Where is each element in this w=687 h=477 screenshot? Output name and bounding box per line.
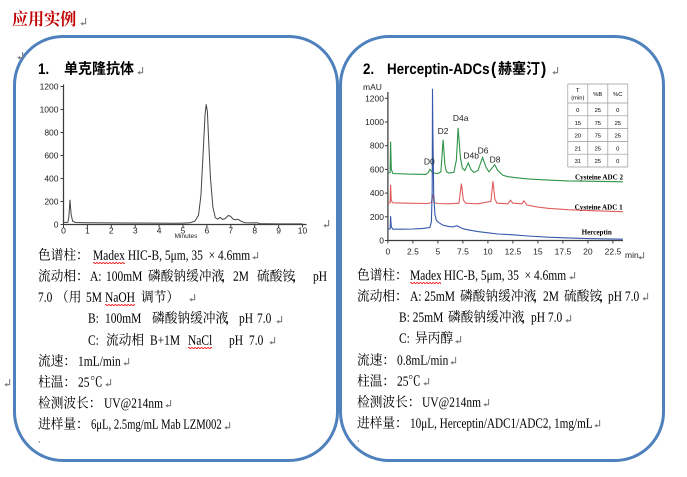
svg-text:800: 800 <box>44 128 58 138</box>
svg-text:10: 10 <box>483 247 493 257</box>
svg-text:15: 15 <box>533 247 543 257</box>
svg-text:(min): (min) <box>571 96 584 102</box>
svg-text:400: 400 <box>370 188 384 198</box>
svg-text:600: 600 <box>370 164 384 174</box>
svg-text:15: 15 <box>575 121 581 127</box>
svg-text:200: 200 <box>44 197 58 207</box>
svg-text:0: 0 <box>386 247 391 257</box>
svg-text:Cysteine ADC 2: Cysteine ADC 2 <box>575 174 624 182</box>
svg-text:min: min <box>625 250 639 260</box>
svg-text:%C: %C <box>613 92 622 98</box>
svg-text:21: 21 <box>575 146 581 152</box>
svg-text:D4a: D4a <box>453 113 469 123</box>
svg-text:2: 2 <box>109 226 114 236</box>
svg-text:Minutes: Minutes <box>175 233 199 240</box>
svg-text:5: 5 <box>436 247 441 257</box>
svg-text:0: 0 <box>616 108 619 114</box>
svg-text:6: 6 <box>205 226 210 236</box>
svg-text:17.5: 17.5 <box>555 247 572 257</box>
svg-text:1200: 1200 <box>365 93 384 103</box>
svg-text:0: 0 <box>379 236 384 246</box>
svg-text:T: T <box>576 88 580 94</box>
svg-text:4: 4 <box>157 226 162 236</box>
svg-text:20: 20 <box>575 134 581 140</box>
svg-text:3: 3 <box>133 226 138 236</box>
svg-text:10: 10 <box>298 226 308 236</box>
svg-text:D2: D2 <box>438 126 449 136</box>
svg-text:0: 0 <box>54 220 59 230</box>
svg-text:200: 200 <box>370 212 384 222</box>
svg-text:75: 75 <box>595 134 601 140</box>
svg-text:7: 7 <box>228 226 233 236</box>
svg-text:1: 1 <box>85 226 90 236</box>
svg-text:600: 600 <box>44 151 58 161</box>
svg-text:%B: %B <box>593 92 602 98</box>
svg-text:D6: D6 <box>478 145 489 155</box>
svg-text:12.5: 12.5 <box>505 247 522 257</box>
svg-text:1000: 1000 <box>365 117 384 127</box>
svg-text:1200: 1200 <box>40 82 59 92</box>
svg-text:25: 25 <box>595 146 601 152</box>
svg-text:400: 400 <box>44 174 58 184</box>
svg-text:25: 25 <box>615 134 621 140</box>
svg-text:0: 0 <box>576 108 579 114</box>
svg-text:Cysteine ADC 1: Cysteine ADC 1 <box>575 204 624 212</box>
svg-text:800: 800 <box>370 141 384 151</box>
svg-text:8: 8 <box>252 226 257 236</box>
svg-text:25: 25 <box>595 108 601 114</box>
svg-text:mAU: mAU <box>363 82 382 92</box>
svg-text:75: 75 <box>595 121 601 127</box>
svg-text:D8: D8 <box>490 154 501 164</box>
svg-text:Herceptin: Herceptin <box>582 229 612 237</box>
svg-text:2.5: 2.5 <box>407 247 419 257</box>
svg-text:25: 25 <box>615 121 621 127</box>
svg-text:7.5: 7.5 <box>457 247 469 257</box>
svg-text:0: 0 <box>61 226 66 236</box>
svg-text:0: 0 <box>616 146 619 152</box>
svg-text:0: 0 <box>616 159 619 165</box>
svg-text:D4b: D4b <box>463 151 479 161</box>
svg-text:D0: D0 <box>424 157 435 167</box>
svg-text:9: 9 <box>276 226 281 236</box>
svg-text:31: 31 <box>575 159 581 165</box>
svg-text:20: 20 <box>583 247 593 257</box>
svg-text:5: 5 <box>181 226 186 236</box>
svg-text:25: 25 <box>595 159 601 165</box>
svg-text:22.5: 22.5 <box>605 247 622 257</box>
svg-text:1000: 1000 <box>40 105 59 115</box>
